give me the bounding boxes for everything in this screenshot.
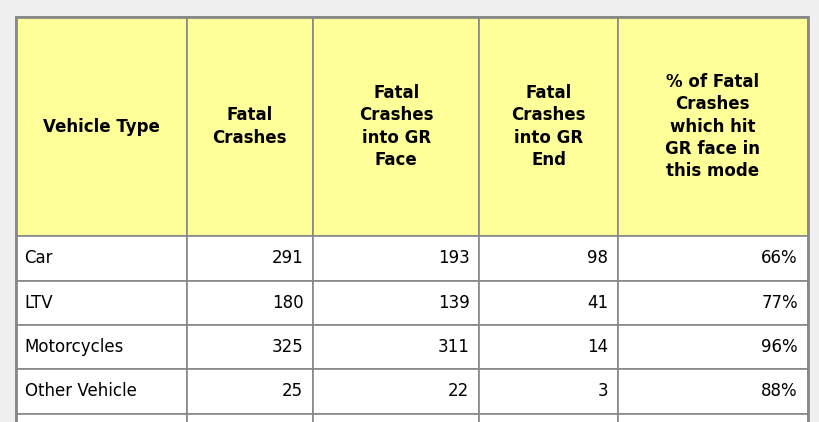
Bar (479, 17, 617, 236)
Text: 96%: 96% (760, 338, 797, 356)
Text: 22: 22 (448, 382, 469, 400)
Text: Fatal
Crashes
into GR
End: Fatal Crashes into GR End (511, 84, 585, 169)
Bar (479, 281, 617, 325)
Bar (313, 17, 479, 236)
Bar (16, 369, 186, 414)
Bar (16, 325, 186, 369)
Text: 193: 193 (437, 249, 469, 268)
Bar (313, 236, 479, 281)
Text: Fatal
Crashes
into GR
Face: Fatal Crashes into GR Face (359, 84, 433, 169)
Text: LTV: LTV (25, 294, 53, 312)
Text: Vehicle Type: Vehicle Type (43, 118, 160, 135)
Text: Other Vehicle: Other Vehicle (25, 382, 136, 400)
Bar (186, 325, 313, 369)
Bar (313, 369, 479, 414)
Bar (186, 369, 313, 414)
Text: 88%: 88% (760, 382, 797, 400)
Text: 25: 25 (282, 382, 303, 400)
Text: 325: 325 (271, 338, 303, 356)
Text: 14: 14 (586, 338, 607, 356)
Text: 77%: 77% (760, 294, 797, 312)
Bar (313, 281, 479, 325)
Bar (16, 236, 186, 281)
Bar (617, 281, 807, 325)
Bar (617, 236, 807, 281)
Bar (186, 17, 313, 236)
Text: 98: 98 (586, 249, 607, 268)
Bar (186, 236, 313, 281)
Text: Motorcycles: Motorcycles (25, 338, 124, 356)
Text: 291: 291 (271, 249, 303, 268)
Bar (617, 17, 807, 236)
Text: 180: 180 (271, 294, 303, 312)
Bar (16, 414, 186, 422)
Text: 311: 311 (437, 338, 469, 356)
Bar (16, 281, 186, 325)
Text: Fatal
Crashes: Fatal Crashes (212, 106, 287, 147)
Bar (617, 369, 807, 414)
Bar (479, 325, 617, 369)
Text: % of Fatal
Crashes
which hit
GR face in
this mode: % of Fatal Crashes which hit GR face in … (664, 73, 759, 180)
Text: Car: Car (25, 249, 53, 268)
Bar (479, 236, 617, 281)
Text: 41: 41 (586, 294, 607, 312)
Bar (617, 414, 807, 422)
Bar (617, 325, 807, 369)
Bar (16, 17, 186, 236)
Bar (313, 325, 479, 369)
Bar (186, 414, 313, 422)
Bar (186, 281, 313, 325)
Text: 3: 3 (596, 382, 607, 400)
Text: 66%: 66% (760, 249, 797, 268)
Bar (479, 414, 617, 422)
Bar (479, 369, 617, 414)
Bar (313, 414, 479, 422)
Text: 139: 139 (437, 294, 469, 312)
